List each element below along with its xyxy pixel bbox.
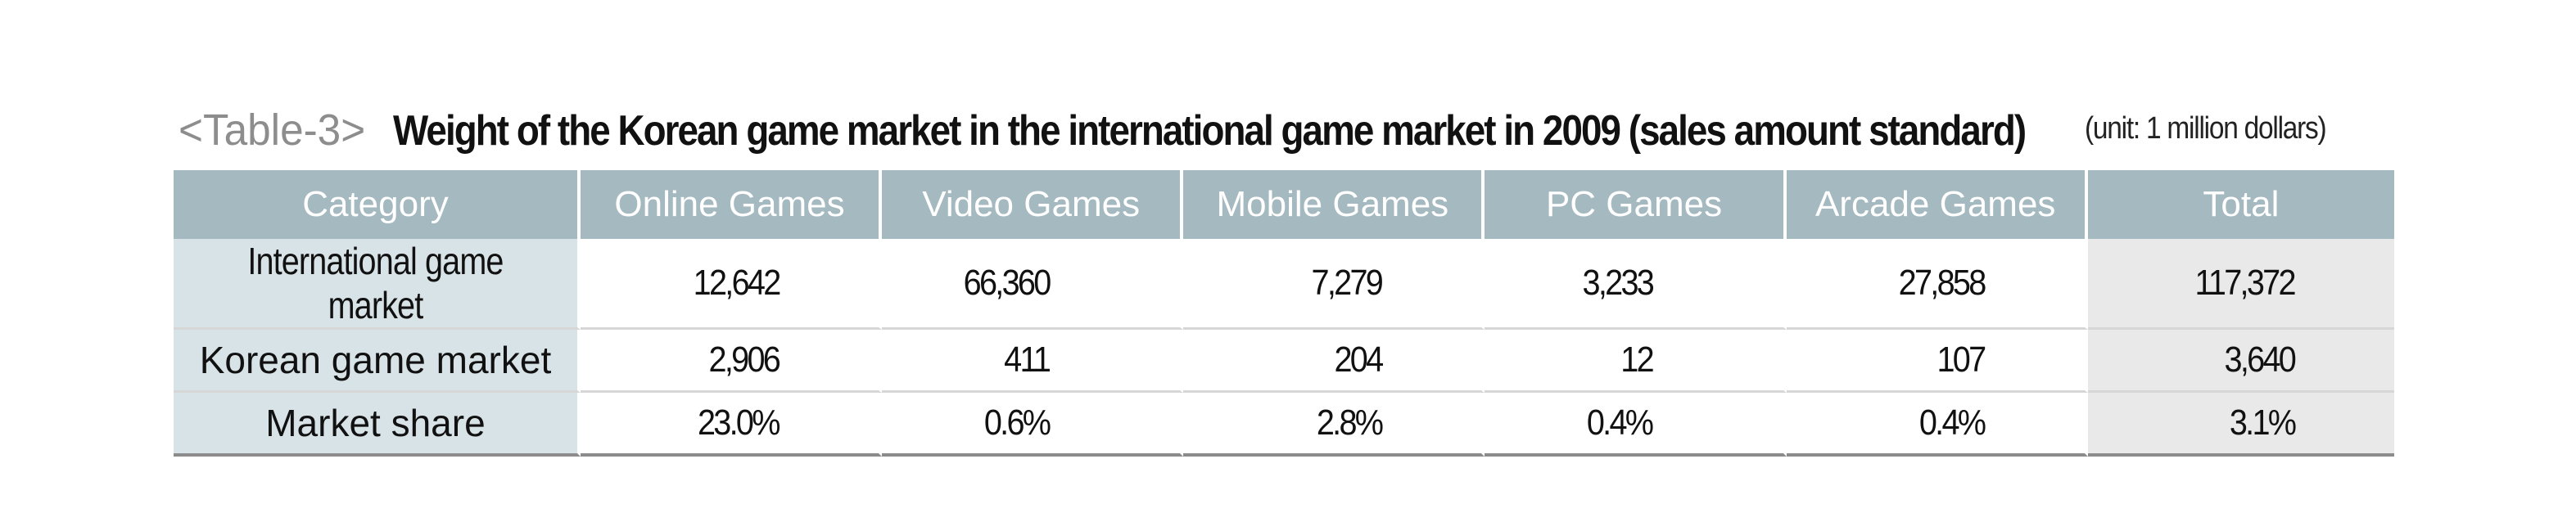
header-category: Category [174, 170, 581, 239]
cell-value: 27,858 [1898, 263, 1987, 303]
cell-value: 2.8% [1316, 403, 1384, 443]
cell-arcade: 27,858 [1786, 239, 2088, 330]
row-header-korean: Korean game market [174, 330, 581, 393]
cell-pc: 12 [1485, 330, 1787, 393]
cell-value: 117,372 [2194, 263, 2297, 303]
table-caption: <Table-3> Weight of the Korean game mark… [179, 79, 2260, 152]
row-label: International game market [247, 240, 504, 326]
table-title: Weight of the Korean game market in the … [393, 107, 2027, 155]
cell-video: 411 [882, 330, 1184, 393]
cell-value: 66,360 [963, 263, 1051, 303]
cell-value: 3,233 [1582, 263, 1654, 303]
table-row: International game market 12,642 66,360 … [174, 239, 2394, 330]
header-mobile-games: Mobile Games [1183, 170, 1485, 239]
cell-value: 23.0% [698, 403, 780, 443]
cell-mobile: 7,279 [1183, 239, 1485, 330]
cell-pc: 0.4% [1485, 393, 1787, 457]
row-header-market-share: Market share [174, 393, 581, 457]
header-total: Total [2087, 170, 2394, 239]
table-row: Market share 23.0% 0.6% 2.8% 0.4% 0.4% 3… [174, 393, 2394, 457]
cell-value: 3,640 [2224, 340, 2296, 380]
header-pc-games: PC Games [1485, 170, 1787, 239]
header-online-games: Online Games [580, 170, 883, 239]
cell-value: 204 [1334, 340, 1384, 380]
cell-arcade: 107 [1786, 330, 2088, 393]
cell-pc: 3,233 [1485, 239, 1787, 330]
header-row: Category Online Games Video Games Mobile… [174, 170, 2394, 239]
cell-value: 0.4% [1587, 403, 1654, 443]
cell-mobile: 204 [1183, 330, 1485, 393]
cell-total: 3.1% [2087, 393, 2394, 457]
row-label: Korean game market [199, 339, 552, 381]
header-video-games: Video Games [882, 170, 1184, 239]
cell-total: 3,640 [2087, 330, 2394, 393]
cell-value: 0.6% [983, 403, 1051, 443]
cell-value: 0.4% [1919, 403, 1986, 443]
cell-online: 2,906 [580, 330, 883, 393]
cell-video: 66,360 [882, 239, 1184, 330]
header-arcade-games: Arcade Games [1786, 170, 2088, 239]
cell-value: 2,906 [708, 340, 780, 380]
cell-arcade: 0.4% [1786, 393, 2088, 457]
table-number-label: <Table-3> [179, 106, 366, 155]
cell-online: 12,642 [580, 239, 883, 330]
cell-value: 411 [1004, 340, 1051, 380]
table-unit-note: (unit: 1 million dollars) [2085, 111, 2327, 146]
cell-value: 7,279 [1311, 263, 1384, 303]
row-header-international: International game market [174, 239, 581, 330]
table-row: Korean game market 2,906 411 204 12 107 … [174, 330, 2394, 393]
cell-mobile: 2.8% [1183, 393, 1485, 457]
cell-total: 117,372 [2087, 239, 2394, 330]
cell-value: 3.1% [2229, 403, 2297, 443]
cell-video: 0.6% [882, 393, 1184, 457]
row-label: Market share [265, 402, 486, 444]
cell-value: 107 [1937, 340, 1987, 380]
cell-online: 23.0% [580, 393, 883, 457]
cell-value: 12 [1620, 340, 1654, 380]
game-market-table: Category Online Games Video Games Mobile… [174, 170, 2394, 457]
cell-value: 12,642 [693, 263, 781, 303]
